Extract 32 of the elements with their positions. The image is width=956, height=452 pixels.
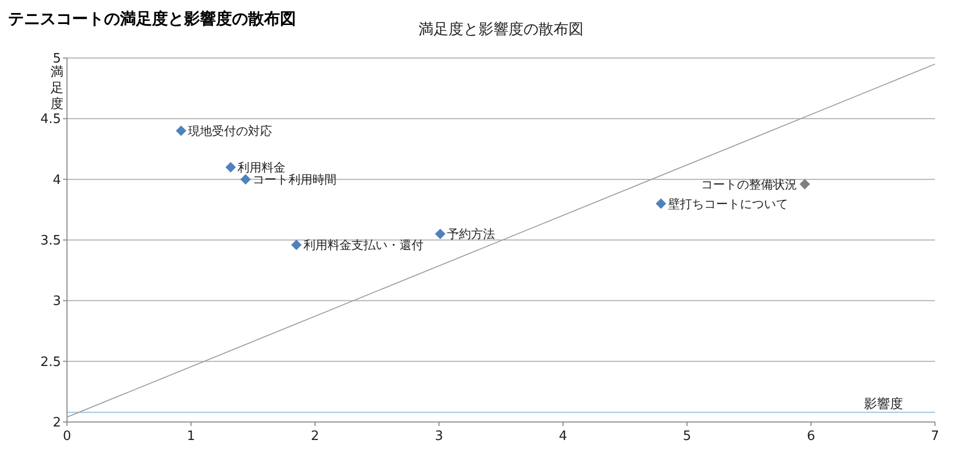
annotation: 予約方法	[447, 227, 496, 242]
x-tick-label: 3	[434, 429, 444, 444]
point	[291, 240, 302, 250]
y-tick-label: 3.5	[40, 234, 61, 249]
x-tick-label: 5	[682, 429, 692, 444]
y-axis-title: 満足度	[50, 65, 64, 112]
x-tick-label: 1	[186, 429, 196, 444]
annotation: 利用料金	[238, 160, 286, 174]
chart-subtitle: 満足度と影響度の散布図	[418, 20, 584, 38]
x-tick-label: 2	[310, 429, 320, 444]
point	[225, 162, 236, 172]
point	[176, 126, 186, 136]
x-tick-label: 7	[930, 429, 940, 444]
point	[435, 228, 446, 240]
x-axis-title: 影響度	[864, 396, 903, 412]
chart-title: テニスコートの満足度と影響度の散布図	[8, 9, 296, 28]
point	[656, 198, 666, 209]
point	[240, 174, 251, 185]
x-tick-label: 4	[558, 429, 568, 444]
x-tick-label: 0	[62, 429, 72, 444]
annotation: コートの整備状況	[700, 177, 797, 192]
y-tick-label: 2.5	[40, 354, 61, 370]
annotation: 現地受付の対応	[188, 124, 272, 138]
annotation: 壁打ちコートについて	[668, 196, 788, 211]
y-tick-label: 3	[52, 294, 61, 310]
annotation: コート利用時間	[252, 172, 337, 187]
point	[800, 178, 810, 190]
y-tick-label: 2	[52, 416, 61, 431]
y-tick-label: 4	[52, 172, 61, 188]
annotation: 利用料金支払い・還付	[303, 238, 424, 252]
y-tick-label: 4.5	[40, 112, 61, 128]
x-tick-label: 6	[806, 429, 816, 444]
